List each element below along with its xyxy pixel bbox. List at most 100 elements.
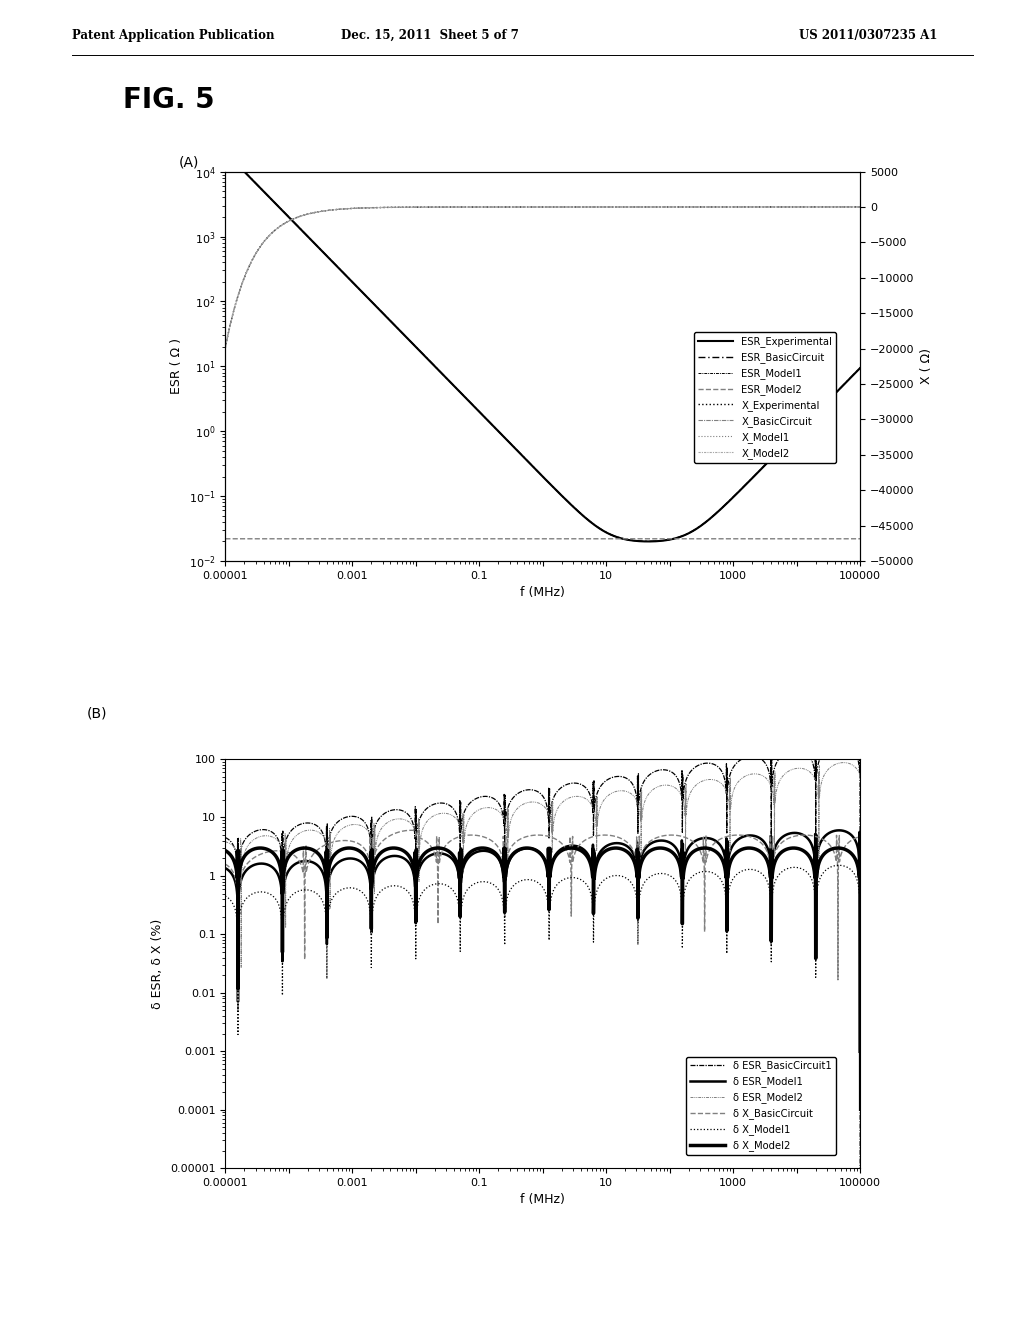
ESR_Experimental <box>693 519 706 535</box>
ESR_Model1 <box>335 263 347 279</box>
δ X_Model1 <box>462 882 474 898</box>
δ X_Model1 <box>693 865 706 880</box>
X_Experimental <box>462 199 474 215</box>
ESR_Model2 <box>335 531 347 546</box>
ESR_BasicCircuit <box>462 392 474 408</box>
ESR_BasicCircuit <box>741 475 754 491</box>
δ ESR_Model1 <box>833 822 845 838</box>
ESR_Model1 <box>462 392 474 408</box>
Line: X_BasicCircuit: X_BasicCircuit <box>225 207 860 348</box>
ESR_Model2 <box>741 531 754 546</box>
ESR_BasicCircuit <box>600 524 612 540</box>
Line: δ X_Model1: δ X_Model1 <box>225 866 860 1110</box>
X_BasicCircuit <box>219 341 231 356</box>
δ ESR_BasicCircuit1 <box>632 785 644 801</box>
δ X_BasicCircuit <box>406 822 418 838</box>
ESR_Model1 <box>741 475 754 491</box>
δ ESR_Model1 <box>600 838 612 854</box>
ESR_Model1 <box>642 533 654 549</box>
δ ESR_Model2 <box>632 797 644 813</box>
ESR_BasicCircuit <box>632 533 644 549</box>
Text: Patent Application Publication: Patent Application Publication <box>72 29 274 42</box>
ESR_BasicCircuit <box>642 533 654 549</box>
δ X_Model2 <box>632 871 644 887</box>
δ ESR_Model1 <box>632 859 644 875</box>
ESR_Experimental <box>632 533 644 549</box>
ESR_Experimental <box>741 475 754 491</box>
Text: FIG. 5: FIG. 5 <box>123 86 214 114</box>
Line: δ X_Model2: δ X_Model2 <box>225 847 860 1051</box>
X_BasicCircuit <box>854 199 866 215</box>
X_Model1 <box>854 199 866 215</box>
Line: X_Model1: X_Model1 <box>225 207 860 347</box>
δ X_Model2 <box>462 847 474 863</box>
X_BasicCircuit <box>693 199 706 215</box>
Text: (A): (A) <box>179 156 200 170</box>
δ X_BasicCircuit <box>600 828 612 843</box>
X_BasicCircuit <box>335 201 347 216</box>
δ X_Model1 <box>632 898 644 913</box>
δ X_Model1 <box>854 1102 866 1118</box>
ESR_Experimental <box>642 533 654 549</box>
δ X_BasicCircuit <box>231 1003 244 1019</box>
ESR_Model1 <box>219 144 231 160</box>
Line: ESR_BasicCircuit: ESR_BasicCircuit <box>225 152 860 541</box>
Line: δ X_BasicCircuit: δ X_BasicCircuit <box>225 830 860 1011</box>
ESR_Model2 <box>462 531 474 546</box>
ESR_Experimental <box>335 263 347 279</box>
δ ESR_Model1 <box>741 828 754 843</box>
Legend: ESR_Experimental, ESR_BasicCircuit, ESR_Model1, ESR_Model2, X_Experimental, X_Ba: ESR_Experimental, ESR_BasicCircuit, ESR_… <box>694 333 837 462</box>
X_Model1 <box>632 199 644 215</box>
δ X_BasicCircuit <box>854 829 866 845</box>
X_Model2 <box>219 341 231 356</box>
δ X_Model2 <box>600 842 612 858</box>
δ ESR_Model1 <box>335 853 347 869</box>
δ X_BasicCircuit <box>693 841 706 857</box>
δ ESR_Model2 <box>462 813 474 829</box>
X_Experimental <box>741 199 754 215</box>
δ X_Model2 <box>854 1043 866 1059</box>
Line: ESR_Model1: ESR_Model1 <box>225 152 860 541</box>
δ X_BasicCircuit <box>219 857 231 873</box>
δ X_Model2 <box>693 841 706 857</box>
X_Model2 <box>462 199 474 215</box>
X_Experimental <box>335 201 347 216</box>
X_Experimental <box>854 199 866 215</box>
δ X_Model1 <box>833 858 845 874</box>
ESR_BasicCircuit <box>693 519 706 535</box>
ESR_Model2 <box>854 531 866 546</box>
X_Experimental <box>600 199 612 215</box>
ESR_Experimental <box>854 360 866 376</box>
δ X_Model1 <box>219 888 231 904</box>
δ ESR_BasicCircuit1 <box>219 830 231 846</box>
δ ESR_Model1 <box>854 1102 866 1118</box>
δ X_BasicCircuit <box>335 833 347 849</box>
X_Model2 <box>335 201 347 216</box>
ESR_Experimental <box>600 524 612 540</box>
Y-axis label: ESR ( Ω ): ESR ( Ω ) <box>170 338 183 395</box>
δ ESR_Model2 <box>741 767 754 783</box>
X_Model1 <box>219 339 231 355</box>
δ X_BasicCircuit <box>632 855 644 871</box>
δ ESR_Model2 <box>335 822 347 838</box>
δ X_BasicCircuit <box>741 828 754 843</box>
ESR_Model2 <box>693 531 706 546</box>
δ ESR_Model2 <box>838 755 850 771</box>
δ ESR_BasicCircuit1 <box>741 750 754 766</box>
X_Experimental <box>693 199 706 215</box>
X-axis label: f (MHz): f (MHz) <box>520 586 565 599</box>
Y-axis label: X ( Ω): X ( Ω) <box>920 348 933 384</box>
δ X_Model2 <box>335 842 347 858</box>
X_Model1 <box>693 199 706 215</box>
Y-axis label: δ ESR, δ X (%): δ ESR, δ X (%) <box>152 919 165 1008</box>
X_Model2 <box>854 199 866 215</box>
Line: ESR_Experimental: ESR_Experimental <box>225 152 860 541</box>
ESR_BasicCircuit <box>854 360 866 376</box>
δ ESR_BasicCircuit1 <box>693 758 706 774</box>
δ ESR_BasicCircuit1 <box>854 1160 866 1176</box>
ESR_Model2 <box>632 531 644 546</box>
X_Model2 <box>741 199 754 215</box>
δ ESR_BasicCircuit1 <box>835 735 847 751</box>
ESR_Model2 <box>219 531 231 546</box>
δ ESR_Model2 <box>600 789 612 805</box>
